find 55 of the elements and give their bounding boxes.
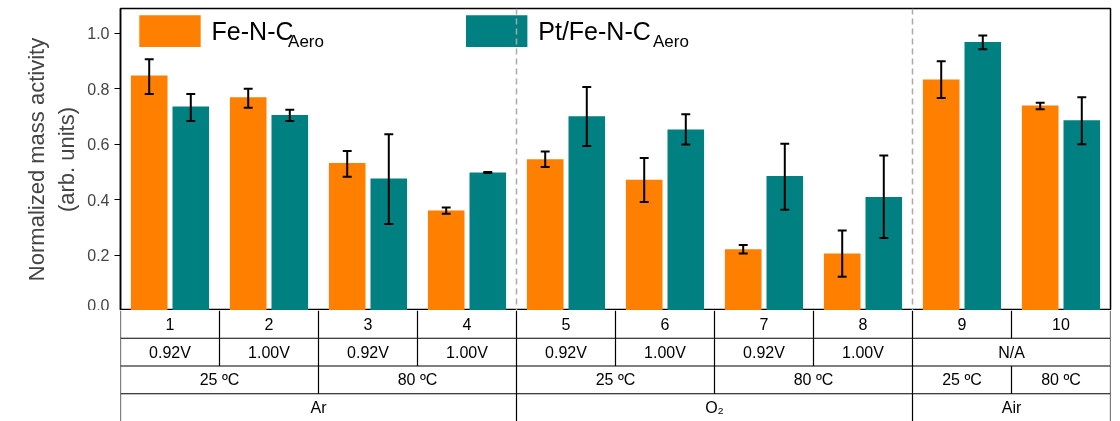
text: 1.00V	[446, 343, 489, 361]
bar	[370, 178, 408, 310]
y-tick-label: 0.6	[87, 136, 110, 154]
bar	[865, 196, 903, 310]
text: 80 ºC	[397, 371, 438, 389]
bar	[130, 75, 168, 310]
y-tick-label: 1.0	[87, 25, 110, 43]
bar	[1063, 120, 1101, 310]
text: 25 ºC	[942, 371, 982, 389]
x-tick-label: 1	[165, 316, 175, 334]
y-tick-label: 0.2	[87, 247, 110, 265]
bar	[469, 172, 507, 310]
text: 80 ºC	[1041, 371, 1081, 389]
text: 1.00V	[248, 343, 291, 361]
text: O₂	[705, 399, 724, 417]
text: 0.92V	[149, 343, 192, 361]
bar	[271, 114, 309, 310]
x-tick-label: 3	[363, 316, 373, 334]
text: 1.00V	[842, 343, 885, 361]
bar	[1021, 105, 1059, 310]
bar	[568, 116, 606, 310]
bar	[172, 106, 210, 310]
bar	[229, 97, 267, 310]
y-tick-label: 0.8	[87, 80, 110, 98]
x-tick-label: 4	[462, 316, 472, 334]
text: 0.92V	[347, 343, 390, 361]
y-tick-label: 0.4	[87, 191, 110, 209]
x-tick-label: 5	[561, 316, 571, 334]
x-tick-label: 9	[957, 316, 967, 334]
bar	[625, 179, 663, 310]
x-tick-label: 8	[858, 316, 868, 334]
text: 0.92V	[743, 343, 786, 361]
text: Ar	[310, 399, 328, 417]
bar	[427, 210, 465, 310]
text: 25 ºC	[595, 371, 636, 389]
x-tick-label: 2	[264, 316, 274, 334]
bar	[328, 163, 366, 310]
text: Air	[1001, 399, 1022, 417]
bar	[724, 249, 762, 310]
text: N/A	[998, 343, 1026, 361]
text: 0.92V	[545, 343, 588, 361]
x-tick-label: 6	[660, 316, 670, 334]
bar	[667, 129, 705, 310]
y-tick-label: 0.0	[87, 296, 110, 314]
text: 80 ºC	[793, 371, 834, 389]
bar	[766, 176, 804, 310]
bar	[526, 159, 564, 310]
text: 1.00V	[644, 343, 687, 361]
bar	[922, 79, 960, 310]
bar	[964, 42, 1002, 310]
bar	[823, 253, 861, 310]
y-axis-title: Normalized mass activity (arb. units)	[24, 37, 80, 282]
x-tick-label: 7	[759, 316, 769, 334]
x-tick-label: 10	[1052, 316, 1070, 334]
text: 25 ºC	[199, 371, 240, 389]
